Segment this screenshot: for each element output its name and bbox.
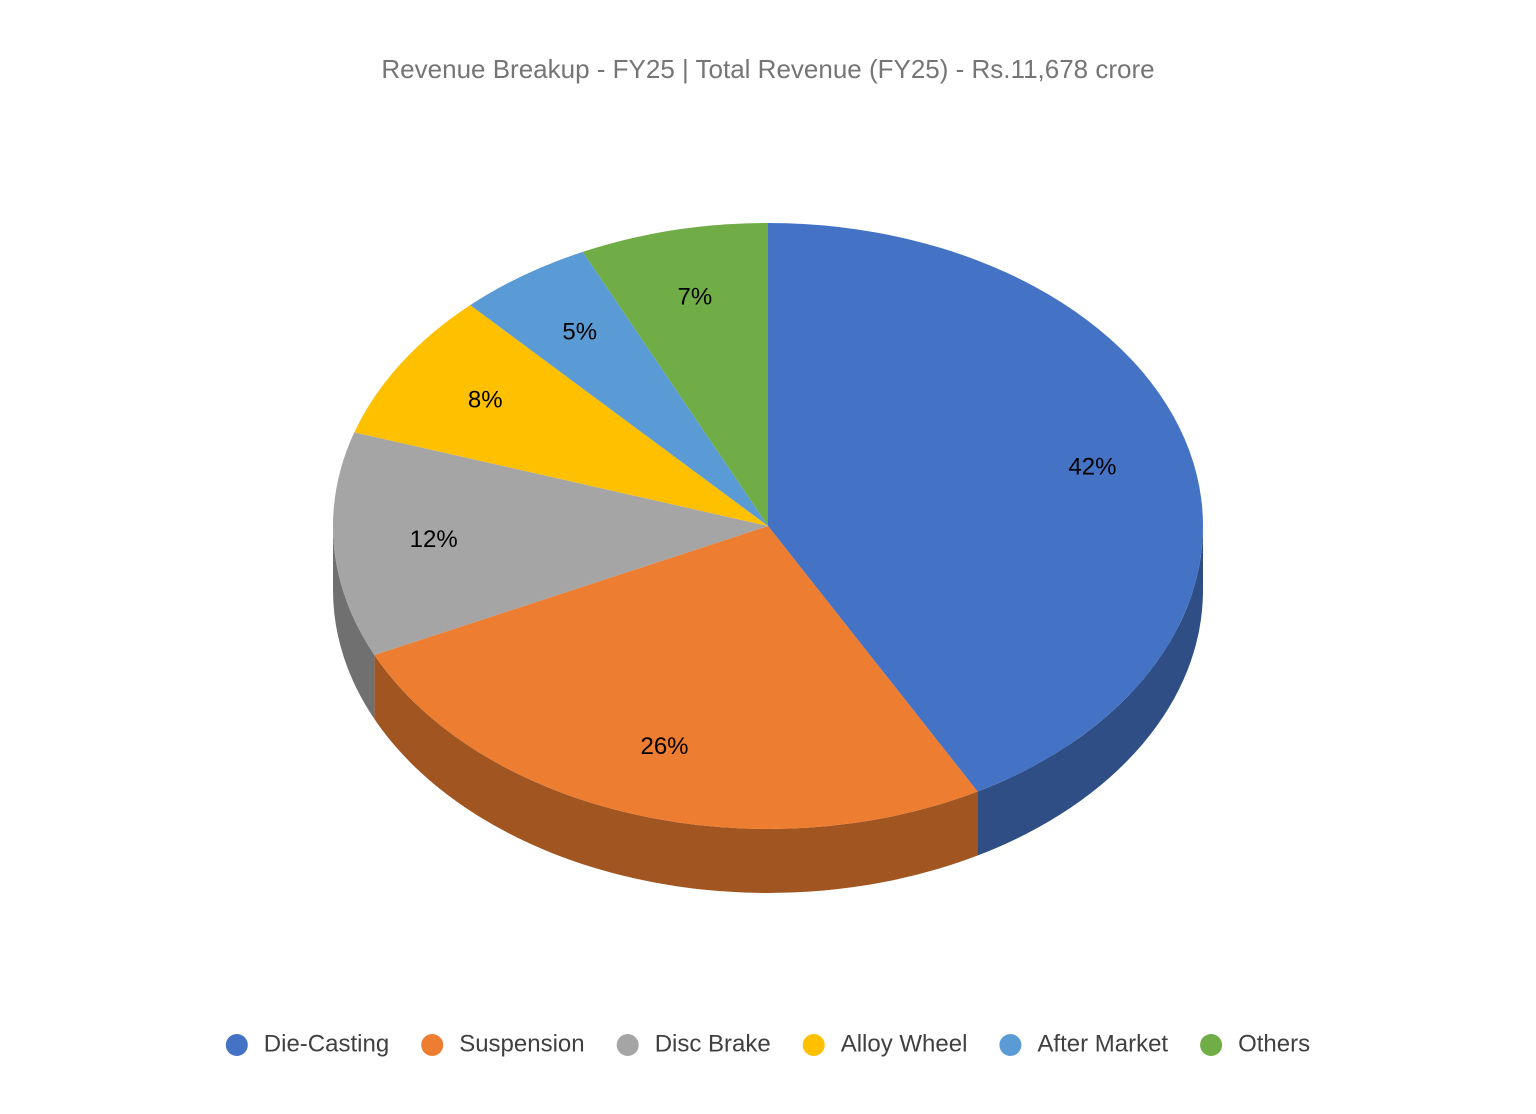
legend-label: Die-Casting (264, 1030, 389, 1057)
legend-label: Disc Brake (655, 1030, 771, 1057)
legend-label: Alloy Wheel (841, 1030, 968, 1057)
legend-label: Suspension (459, 1030, 584, 1057)
legend-marker (1200, 1034, 1223, 1056)
legend-label: After Market (1037, 1030, 1168, 1057)
slice-side (374, 655, 978, 893)
legend-marker (616, 1034, 639, 1056)
value-label: 42% (1068, 453, 1116, 480)
slice-side (333, 526, 375, 720)
slice-side (977, 526, 1203, 856)
value-label: 12% (410, 526, 458, 553)
slice (582, 223, 768, 526)
legend: Die-Casting Suspension Disc Brake Alloy Whe… (225, 1030, 1310, 1057)
value-label: 5% (562, 318, 597, 345)
legend-marker (225, 1034, 248, 1056)
slice (768, 223, 1203, 792)
legend-marker (802, 1034, 825, 1056)
value-label: 7% (678, 284, 713, 311)
slice (374, 526, 978, 829)
pie-sides (333, 526, 1203, 893)
value-label: 26% (640, 733, 688, 760)
legend-label: Others (1238, 1030, 1310, 1057)
legend-marker (421, 1034, 444, 1056)
chart-title: Revenue Breakup - FY25 | Total Revenue (… (381, 54, 1154, 84)
legend-marker (999, 1034, 1022, 1056)
pie-tops (333, 223, 1203, 829)
slice (333, 432, 768, 656)
slice (354, 305, 768, 526)
value-labels: 42% 26% 12% 8% 5% 7% (410, 284, 1117, 761)
slice (470, 251, 768, 526)
value-label: 8% (468, 386, 503, 413)
